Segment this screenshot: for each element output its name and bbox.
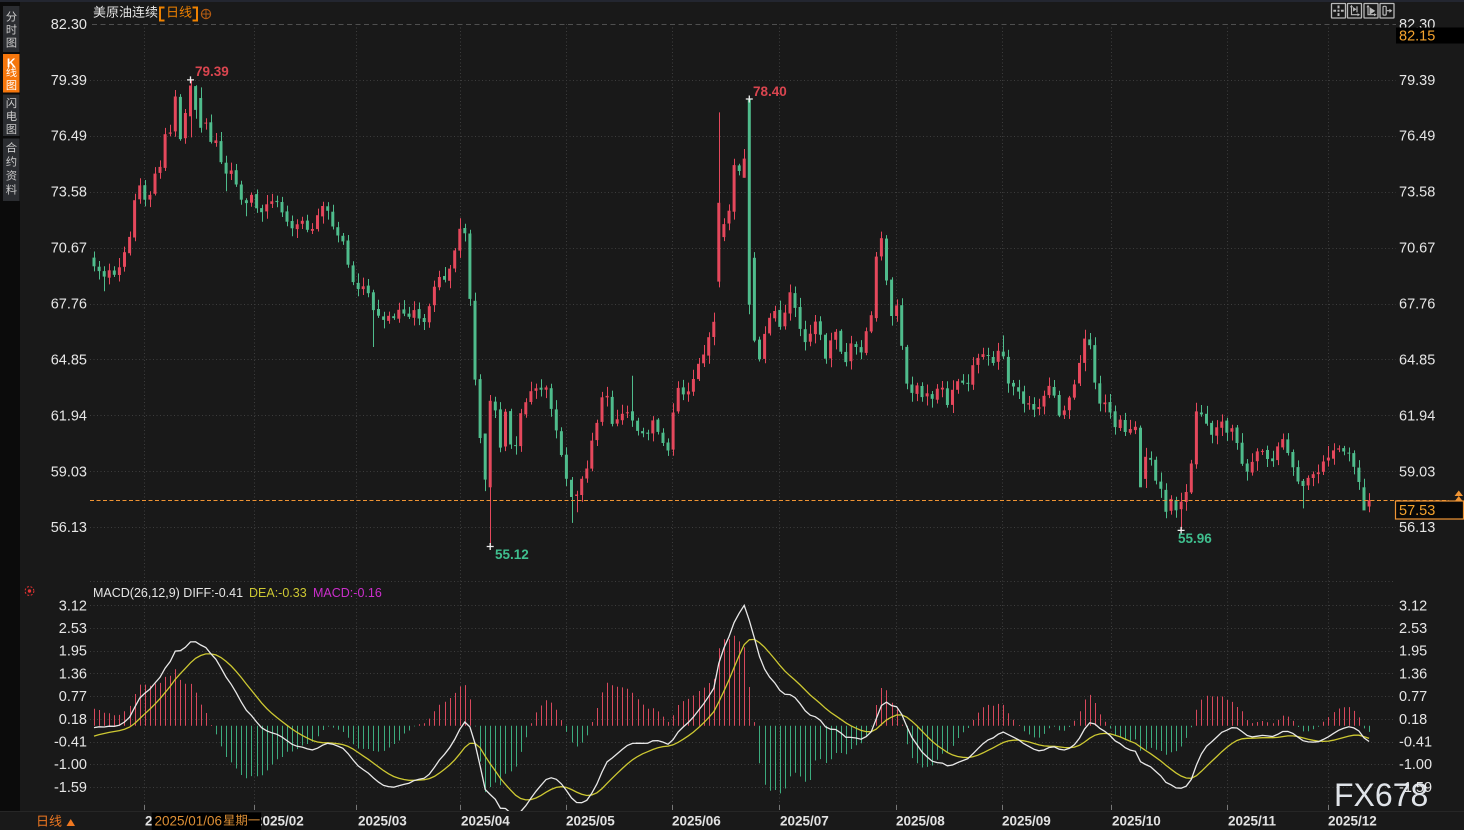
svg-text:61.94: 61.94 — [1399, 408, 1435, 424]
svg-text:0.18: 0.18 — [59, 712, 87, 728]
svg-text:1.36: 1.36 — [59, 666, 87, 682]
svg-text:56.13: 56.13 — [1399, 520, 1435, 536]
svg-text:82.15: 82.15 — [1399, 29, 1435, 45]
svg-text:MACD:-0.16: MACD:-0.16 — [313, 586, 382, 600]
svg-text:79.39: 79.39 — [195, 64, 229, 79]
svg-text:2025/02: 2025/02 — [255, 814, 304, 829]
svg-text:K: K — [7, 56, 16, 70]
svg-text:1.95: 1.95 — [59, 644, 87, 660]
svg-text:73.58: 73.58 — [1399, 185, 1435, 201]
svg-text:82.30: 82.30 — [51, 17, 87, 33]
svg-text:2025/09: 2025/09 — [1002, 814, 1051, 829]
svg-text:2025/08: 2025/08 — [896, 814, 945, 829]
svg-text:56.13: 56.13 — [51, 520, 87, 536]
svg-text:0.77: 0.77 — [1399, 689, 1427, 705]
svg-text:3.12: 3.12 — [1399, 599, 1427, 615]
svg-text:-0.41: -0.41 — [54, 735, 87, 751]
svg-text:70.67: 70.67 — [1399, 241, 1435, 257]
svg-text:55.12: 55.12 — [495, 547, 529, 562]
svg-text:78.40: 78.40 — [753, 84, 787, 99]
svg-text:2.53: 2.53 — [1399, 621, 1427, 637]
svg-text:64.85: 64.85 — [1399, 353, 1435, 369]
svg-text:1.95: 1.95 — [1399, 644, 1427, 660]
svg-text:FX678: FX678 — [1334, 777, 1428, 813]
svg-text:-1.59: -1.59 — [54, 780, 87, 796]
svg-text:2025/01/06: 2025/01/06 — [155, 814, 223, 829]
svg-text:59.03: 59.03 — [51, 464, 87, 480]
svg-text:67.76: 67.76 — [51, 297, 87, 313]
svg-text:MACD(26,12,9) DIFF:-0.41: MACD(26,12,9) DIFF:-0.41 — [93, 586, 243, 600]
svg-text:DEA:-0.33: DEA:-0.33 — [249, 586, 307, 600]
svg-text:-1.00: -1.00 — [54, 757, 87, 773]
svg-text:2.53: 2.53 — [59, 621, 87, 637]
svg-text:2025/04: 2025/04 — [461, 814, 510, 829]
svg-text:2025/10: 2025/10 — [1112, 814, 1161, 829]
svg-text:0.77: 0.77 — [59, 689, 87, 705]
svg-text:0.18: 0.18 — [1399, 712, 1427, 728]
svg-text:70.67: 70.67 — [51, 241, 87, 257]
svg-text:57.53: 57.53 — [1399, 503, 1435, 519]
svg-text:67.76: 67.76 — [1399, 297, 1435, 313]
svg-text:2025/06: 2025/06 — [672, 814, 721, 829]
svg-text:2025/05: 2025/05 — [566, 814, 615, 829]
svg-text:2025/12: 2025/12 — [1328, 814, 1377, 829]
svg-text:79.39: 79.39 — [51, 73, 87, 89]
svg-text:2025/07: 2025/07 — [780, 814, 829, 829]
svg-text:2025/03: 2025/03 — [358, 814, 407, 829]
svg-text:61.94: 61.94 — [51, 408, 87, 424]
svg-text:2025/11: 2025/11 — [1228, 814, 1277, 829]
svg-text:1.36: 1.36 — [1399, 666, 1427, 682]
svg-text:-1.00: -1.00 — [1399, 757, 1432, 773]
svg-text:73.58: 73.58 — [51, 185, 87, 201]
svg-text:-1.59: -1.59 — [1399, 780, 1432, 796]
svg-text:-0.41: -0.41 — [1399, 735, 1432, 751]
svg-text:76.49: 76.49 — [1399, 129, 1435, 145]
svg-text:59.03: 59.03 — [1399, 464, 1435, 480]
svg-text:79.39: 79.39 — [1399, 73, 1435, 89]
svg-text:76.49: 76.49 — [51, 129, 87, 145]
svg-text:64.85: 64.85 — [51, 353, 87, 369]
svg-text:3.12: 3.12 — [59, 599, 87, 615]
svg-text:55.96: 55.96 — [1178, 531, 1212, 546]
